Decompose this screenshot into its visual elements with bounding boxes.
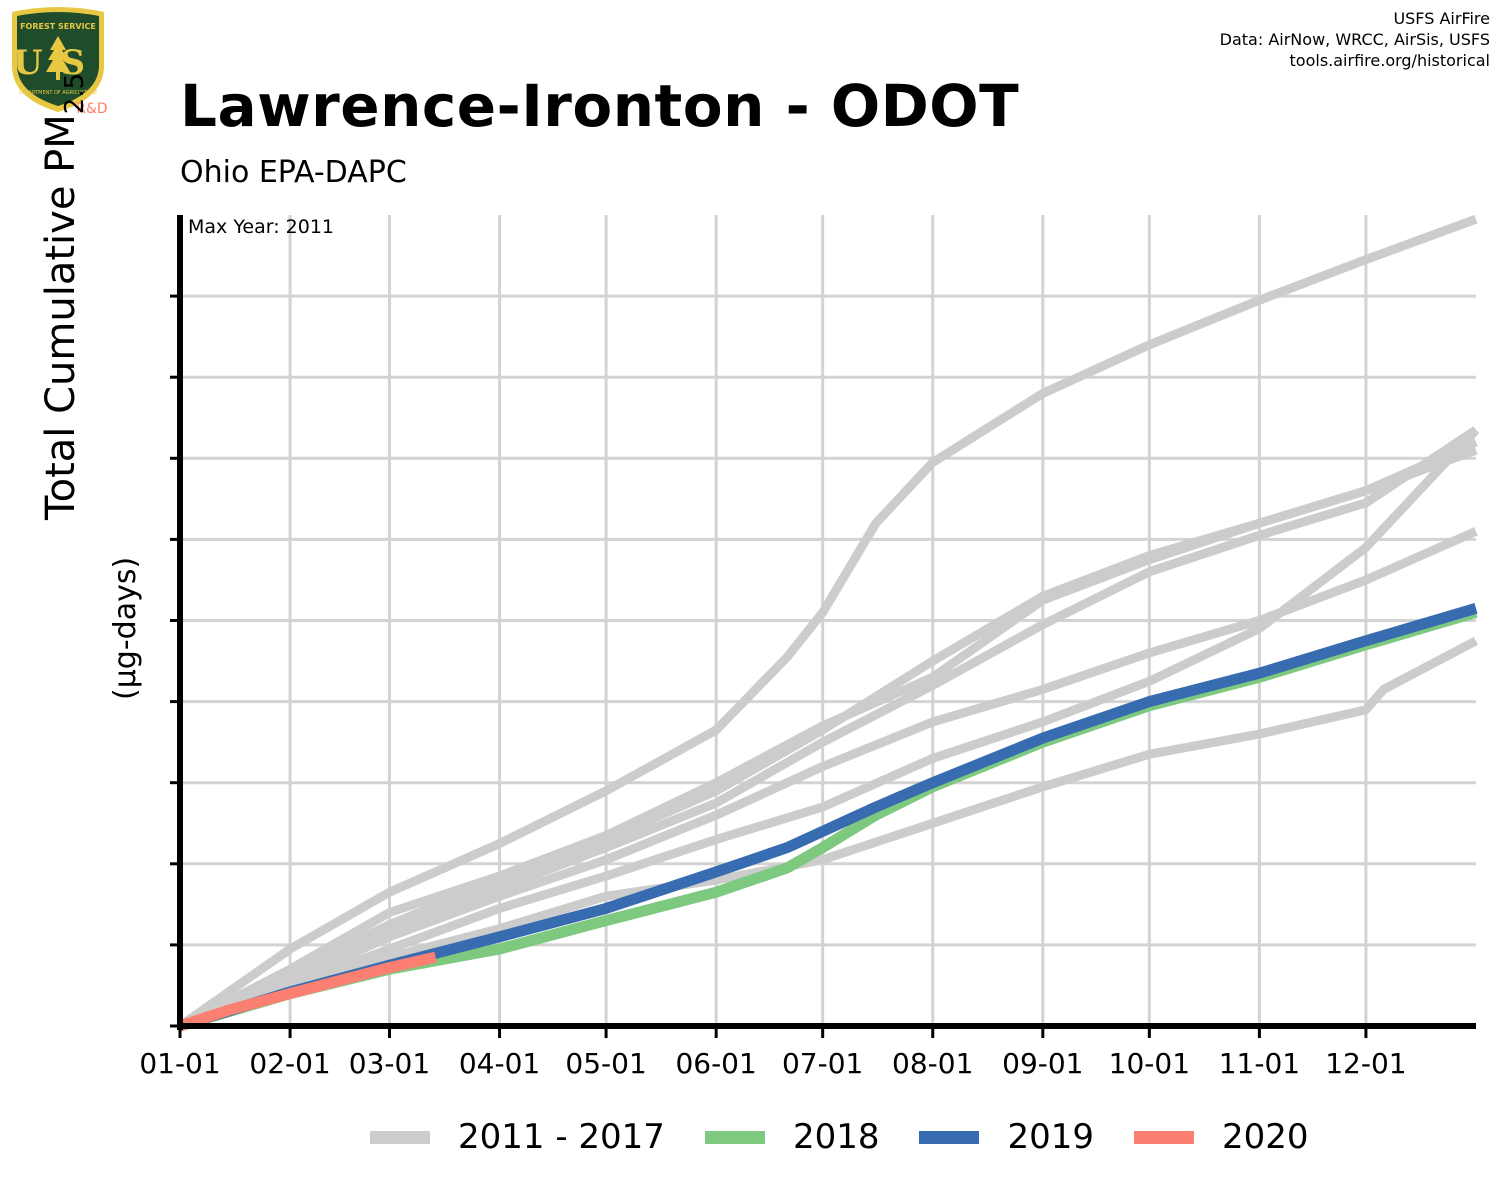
legend-item: 2020	[1134, 1117, 1309, 1157]
x-tick-label: 06-01	[675, 1047, 756, 1080]
series-line-2011-2017	[178, 426, 1479, 1031]
series-line-2011-2017	[178, 527, 1478, 1031]
legend-item: 2018	[704, 1117, 880, 1157]
series-line-2011-2017	[178, 636, 1479, 1031]
legend-label: 2011 - 2017	[458, 1117, 665, 1157]
legend-item: 2019	[919, 1117, 1094, 1157]
logo-text-bottom: DEPARTMENT OF AGRICULTURE	[19, 90, 97, 96]
legend-label: 2019	[1007, 1117, 1095, 1157]
series-group	[177, 214, 1480, 1032]
series-line-2011-2017	[177, 214, 1478, 1030]
x-tick-label: 12-01	[1325, 1047, 1406, 1080]
credits: USFS AirFire Data: AirNow, WRCC, AirSis,…	[1220, 8, 1490, 71]
logo-rd: R&D	[76, 101, 107, 117]
y-axis-label-sub: 2.5	[60, 72, 90, 115]
x-tick-label: 09-01	[1002, 1047, 1083, 1080]
legend: 2011 - 2017 2018 2019 2020	[370, 1112, 1349, 1162]
tree-icon	[46, 36, 70, 80]
chart-title: Lawrence-Ironton - ODOT	[180, 72, 1020, 140]
legend-swatch	[1134, 1130, 1195, 1144]
x-tick-label: 02-01	[249, 1047, 330, 1080]
legend-swatch	[370, 1130, 430, 1144]
series-line-2018	[178, 607, 1478, 1032]
forest-service-logo: FOREST SERVICE US DEPARTMENT OF AGRICULT…	[12, 7, 108, 117]
legend-swatch	[704, 1130, 765, 1144]
credit-line: USFS AirFire	[1393, 9, 1490, 28]
grid	[180, 215, 1476, 1026]
series-line-2011-2017	[178, 437, 1478, 1031]
x-tick-label: 04-01	[459, 1047, 540, 1080]
x-tick-label: 07-01	[782, 1047, 863, 1080]
series-line-2011-2017	[178, 426, 1480, 1031]
chart-subtitle: Ohio EPA-DAPC	[180, 155, 407, 190]
axes: 01-01 02-01 03-01 04-01 05-01 06-01 07-01 08-01…	[139, 215, 1476, 1080]
y-axis-label: Total Cumulative PM2.5	[38, 73, 90, 520]
logo-text-top: FOREST SERVICE	[20, 22, 96, 31]
legend-swatch	[919, 1130, 980, 1144]
legend-item: 2011 - 2017	[370, 1117, 665, 1157]
x-tick-label: 10-01	[1109, 1047, 1190, 1080]
series-line-2019	[178, 603, 1478, 1032]
x-tick-label: 03-01	[349, 1047, 430, 1080]
y-axis-unit: (µg-days)	[108, 556, 143, 700]
series-line-2011-2017	[177, 445, 1478, 1030]
credit-line: Data: AirNow, WRCC, AirSis, USFS	[1219, 30, 1490, 49]
x-tick-label: 11-01	[1219, 1047, 1300, 1080]
y-axis-label-text: Total Cumulative PM	[38, 114, 84, 520]
legend-label: 2020	[1222, 1117, 1309, 1157]
x-tick-label: 08-01	[892, 1047, 973, 1080]
x-tick-label: 05-01	[565, 1047, 646, 1080]
logo-letters: US	[13, 43, 103, 83]
series-line-2020	[178, 951, 437, 1032]
legend-label: 2018	[792, 1117, 880, 1157]
x-tick-label: 01-01	[139, 1047, 220, 1080]
credit-line: tools.airfire.org/historical	[1289, 51, 1490, 70]
max-year-annotation: Max Year: 2011	[188, 216, 334, 238]
